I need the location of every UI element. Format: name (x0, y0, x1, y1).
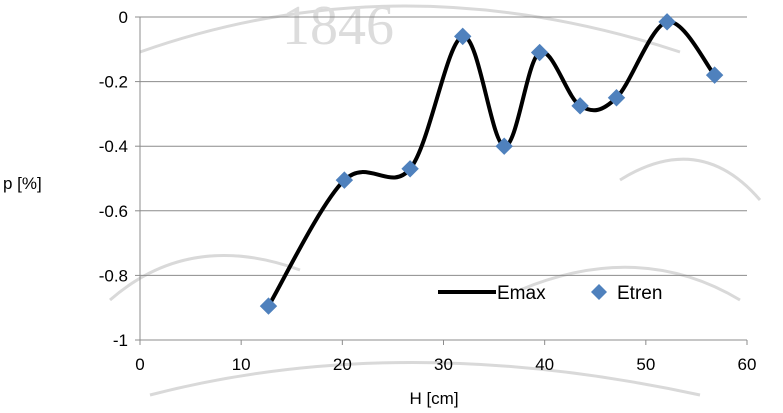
x-tick-labels: 0 10 20 30 40 50 60 (135, 355, 756, 374)
etren-marker (571, 97, 589, 115)
etren-marker (335, 171, 354, 189)
x-axis-title: H [cm] (409, 389, 458, 408)
y-tick-labels: 0 -0.2 -0.4 -0.6 -0.8 -1 (99, 8, 128, 350)
etren-marker (454, 27, 472, 46)
etren-marker (607, 89, 626, 107)
x-tick-label: 10 (232, 355, 251, 374)
y-tick-label: -0.2 (99, 73, 128, 92)
etren-marker (705, 66, 724, 84)
legend-emax-label: Emax (497, 283, 546, 304)
y-tick-label: 0 (119, 8, 128, 27)
x-tick-label: 0 (135, 355, 144, 374)
series-emax-line (266, 19, 717, 309)
x-tick-label: 20 (333, 355, 352, 374)
y-tick-label: -0.8 (99, 266, 128, 285)
watermark-seal: 1846 (109, 0, 762, 397)
x-tick-label: 50 (636, 355, 655, 374)
etren-marker (658, 13, 676, 31)
y-tick-label: -0.6 (99, 202, 128, 221)
etren-marker (530, 43, 549, 62)
etren-marker (401, 160, 419, 178)
watermark-seal-lettering: 1846 (282, 0, 394, 57)
etren-marker (495, 137, 513, 155)
legend-etren-swatch (591, 284, 607, 300)
x-tick-label: 40 (535, 355, 554, 374)
x-tick-label: 60 (738, 355, 757, 374)
axes (135, 16, 748, 345)
legend: Emax Etren (438, 283, 662, 304)
y-tick-label: -0.4 (99, 137, 128, 156)
y-axis-title: p [%] (3, 174, 42, 193)
series-etren-markers (259, 13, 724, 315)
etren-marker (259, 297, 278, 315)
y-tick-label: -1 (113, 331, 128, 350)
x-tick-label: 30 (434, 355, 453, 374)
legend-etren-label: Etren (617, 283, 662, 304)
